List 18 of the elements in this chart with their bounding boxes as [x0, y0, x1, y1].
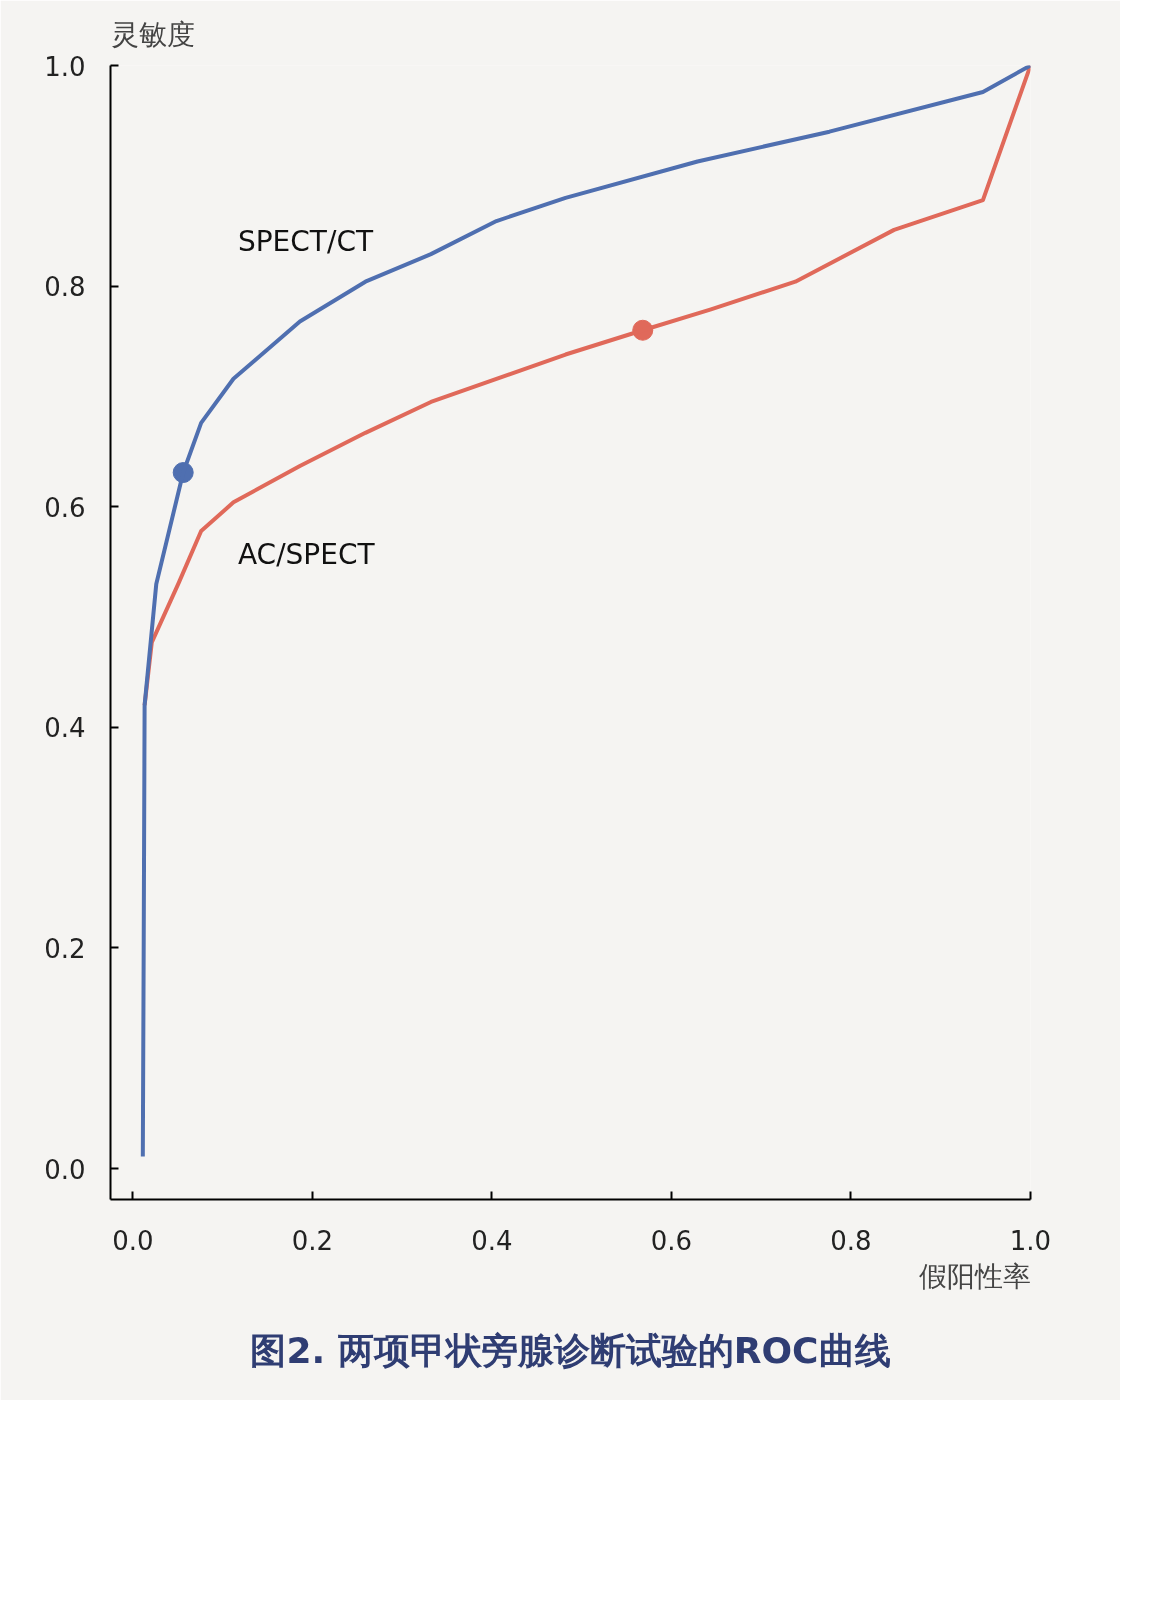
- y-tick-label: 0.8: [44, 272, 86, 303]
- x-tick-label: 0.6: [650, 1225, 693, 1256]
- y-tick-label: 0.4: [44, 713, 86, 744]
- x-tick-label: 0.2: [291, 1225, 334, 1256]
- x-tick-label: 0.4: [471, 1225, 513, 1256]
- series-label: SPECT/CT: [237, 225, 374, 259]
- line-series: [140, 65, 1031, 1159]
- y-tick-label: 0.2: [44, 933, 86, 964]
- x-tick-label: 1.0: [1009, 1225, 1052, 1256]
- series-label: AC/SPECT: [237, 537, 376, 571]
- text: 图2. 两项甲状旁腺诊断试验的ROC曲线: [250, 1329, 891, 1371]
- y-axis-title: 灵敏度: [110, 17, 195, 51]
- x-tick-label: 0.8: [830, 1225, 872, 1256]
- y-tick-label: 1.0: [44, 51, 86, 82]
- y-tick-label: 0.0: [44, 1154, 86, 1185]
- y-tick-label: 0.6: [44, 492, 86, 523]
- x-tick-label: 0.0: [112, 1225, 154, 1256]
- x-axis-title: 假阳性率: [918, 1259, 1031, 1293]
